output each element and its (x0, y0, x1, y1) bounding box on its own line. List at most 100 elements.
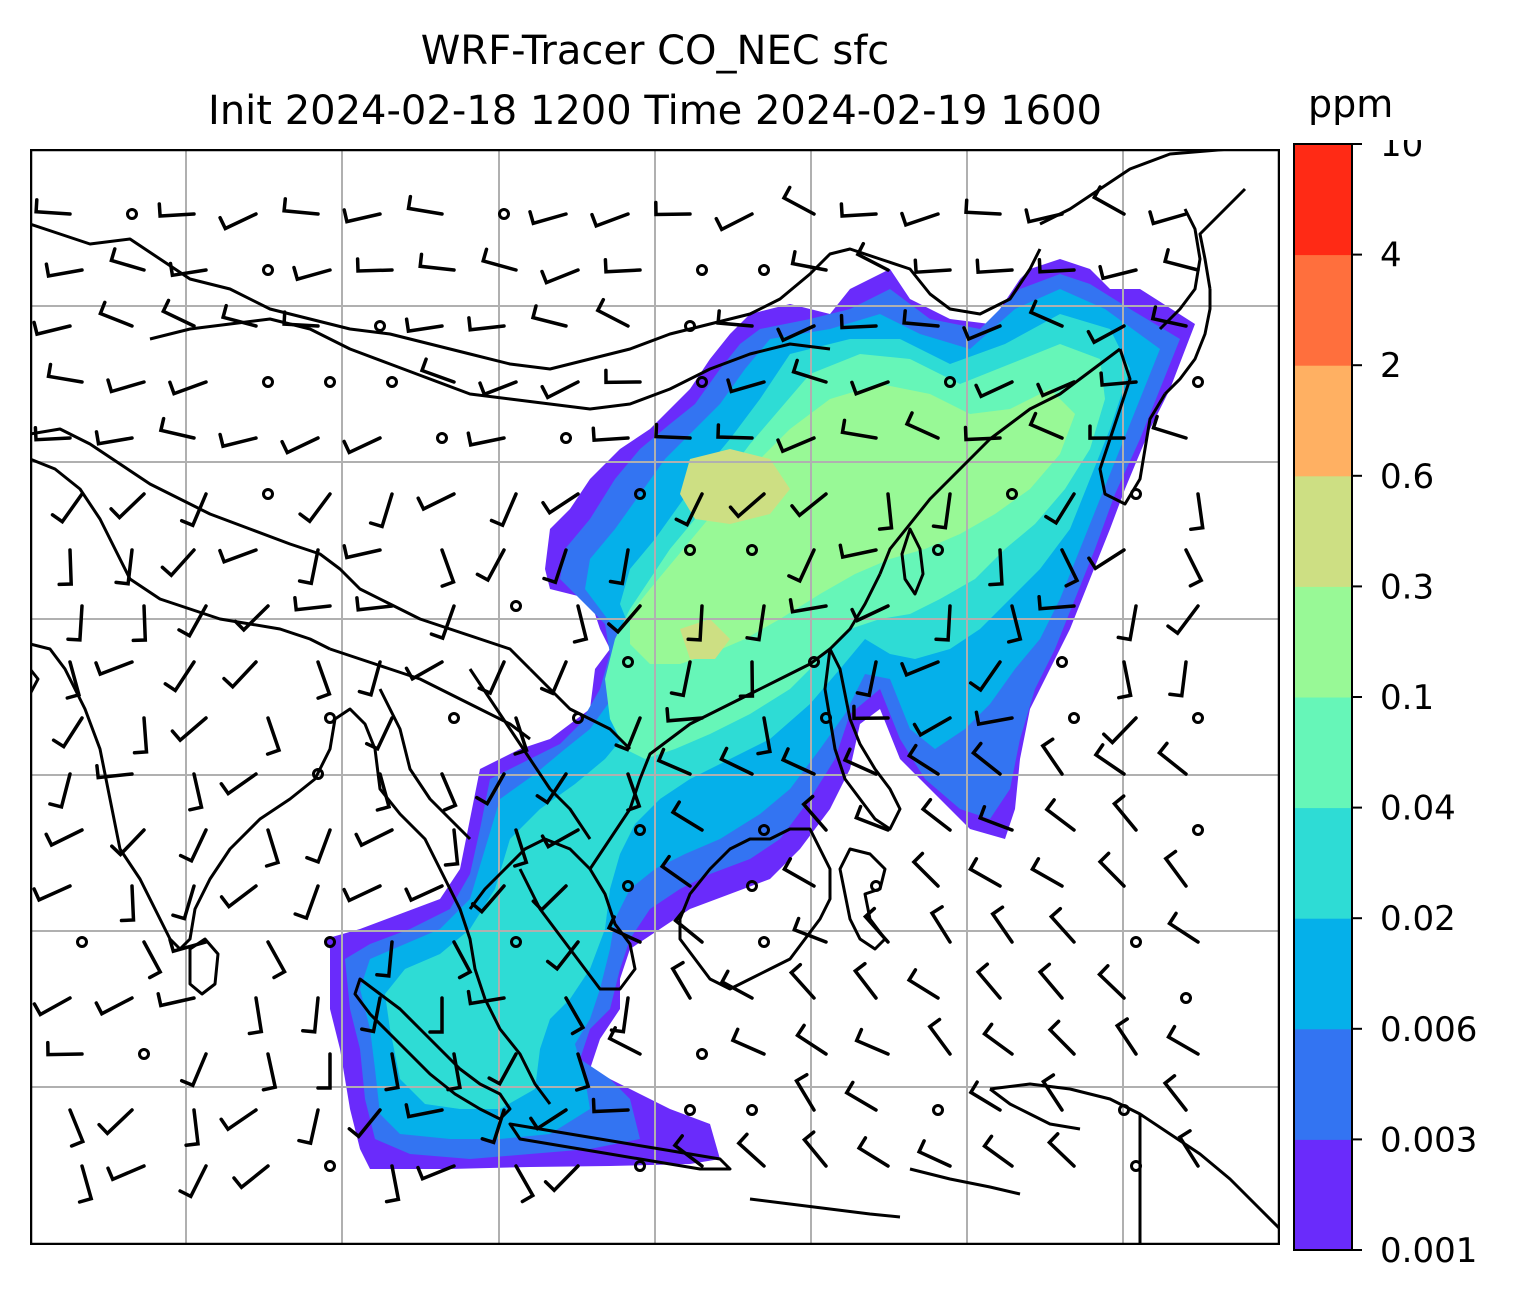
wind-barb (1166, 1024, 1200, 1056)
coastline-border-segment (909, 1167, 1021, 1196)
wind-barb (44, 262, 84, 279)
coastline-border-segment (989, 1087, 1081, 1131)
wind-barb (1030, 857, 1064, 888)
wind-barb (790, 250, 828, 272)
calm-wind-marker (746, 544, 758, 556)
wind-barb (1097, 964, 1126, 1000)
wind-barb (1093, 743, 1126, 776)
wind-barb (1151, 414, 1188, 440)
wind-barb (1048, 906, 1076, 944)
wind-barb (261, 1052, 278, 1092)
wind-barb (357, 660, 382, 697)
calm-wind-marker (1130, 936, 1142, 948)
coastline-border-segment (989, 1082, 1280, 1231)
wind-barb (178, 828, 208, 864)
wind-barb (316, 660, 332, 700)
wind-barb (1047, 1019, 1076, 1056)
wind-barb (607, 1026, 642, 1056)
wind-barb (801, 794, 828, 832)
wind-barb (674, 492, 704, 527)
wind-barb (850, 604, 890, 623)
coastline-border-segment (378, 688, 472, 841)
wind-barb (514, 1164, 536, 1204)
chart-title-line1: WRF-Tracer CO_NEC sfc (420, 28, 890, 74)
wind-barb (477, 660, 506, 696)
wind-barb (541, 492, 580, 516)
calm-wind-marker (312, 768, 324, 780)
wind-barb (1097, 851, 1126, 888)
wind-barb (1028, 411, 1064, 440)
coastline-border-segment (30, 427, 532, 671)
calm-wind-marker (1118, 1104, 1130, 1116)
wind-barb (1040, 737, 1064, 776)
colorbar-segment (1294, 254, 1352, 366)
wind-barb (264, 828, 281, 868)
wind-barb (614, 716, 642, 752)
wind-barb (157, 202, 196, 218)
wind-barb (94, 996, 134, 1017)
coastline-border-segment (1163, 289, 1212, 396)
wind-barb (1060, 548, 1080, 588)
wind-barb (119, 884, 136, 923)
wind-barb (591, 426, 630, 443)
wind-barb (293, 596, 332, 612)
wind-barb (375, 940, 394, 978)
coastline-border-segment (149, 317, 831, 411)
calm-wind-marker (1056, 656, 1068, 668)
calm-wind-marker (870, 880, 882, 892)
wind-barb (160, 298, 196, 328)
wind-barb (1046, 1132, 1076, 1168)
wind-barb (168, 261, 208, 278)
wind-barb (466, 989, 506, 1006)
calm-wind-marker (1192, 712, 1204, 724)
wind-barb (900, 211, 940, 228)
wind-barb (179, 1052, 208, 1088)
concentration-contour (630, 384, 1075, 664)
wind-barb (1036, 380, 1076, 398)
wind-barb (1117, 660, 1133, 700)
wind-barb (670, 960, 692, 1000)
colorbar-tick-label: 2 (1380, 346, 1402, 386)
wind-barb (1166, 604, 1200, 636)
wind-barb (342, 436, 382, 455)
wind-barb (1040, 1073, 1064, 1112)
colorbar-segment (1294, 1139, 1352, 1251)
wind-barb (1044, 798, 1076, 832)
coastline-border-segment (1158, 208, 1202, 331)
coastline-border-segment (188, 937, 220, 996)
wind-barb (1028, 299, 1064, 328)
wind-barb (852, 961, 878, 1000)
wind-barb (1037, 258, 1076, 274)
coastline-border-segment (1039, 149, 1231, 226)
colorbar-tick-label: 0.02 (1380, 899, 1456, 939)
wind-barb (1162, 248, 1200, 272)
wind-barb (659, 854, 692, 888)
wind-barb (416, 492, 456, 512)
colorbar-tick-label: 0.04 (1380, 789, 1456, 829)
calm-wind-marker (498, 208, 510, 220)
calm-wind-marker (76, 936, 88, 948)
wind-barb (672, 1134, 704, 1168)
colorbar-tick-label: 0.006 (1380, 1010, 1477, 1050)
calm-wind-marker (1192, 376, 1204, 388)
wind-barb (342, 544, 382, 560)
wind-barb (481, 247, 518, 272)
wind-barb (654, 422, 692, 440)
wind-barb (1184, 548, 1204, 588)
wind-barb (68, 1108, 86, 1148)
wind-barb (160, 548, 196, 578)
wind-barb (222, 660, 258, 690)
wind-barb (543, 1164, 580, 1193)
wind-barb (906, 968, 940, 1000)
wind-barb (364, 716, 394, 752)
wind-barb (170, 716, 208, 743)
calm-wind-marker (684, 320, 696, 332)
wind-barb (440, 772, 458, 812)
wind-barb (219, 884, 258, 909)
wind-barb (840, 418, 878, 440)
wind-barb (218, 548, 258, 565)
wind-barb (33, 425, 72, 442)
calm-wind-marker (932, 544, 944, 556)
wind-barb (838, 543, 878, 560)
calm-wind-marker (622, 880, 634, 892)
